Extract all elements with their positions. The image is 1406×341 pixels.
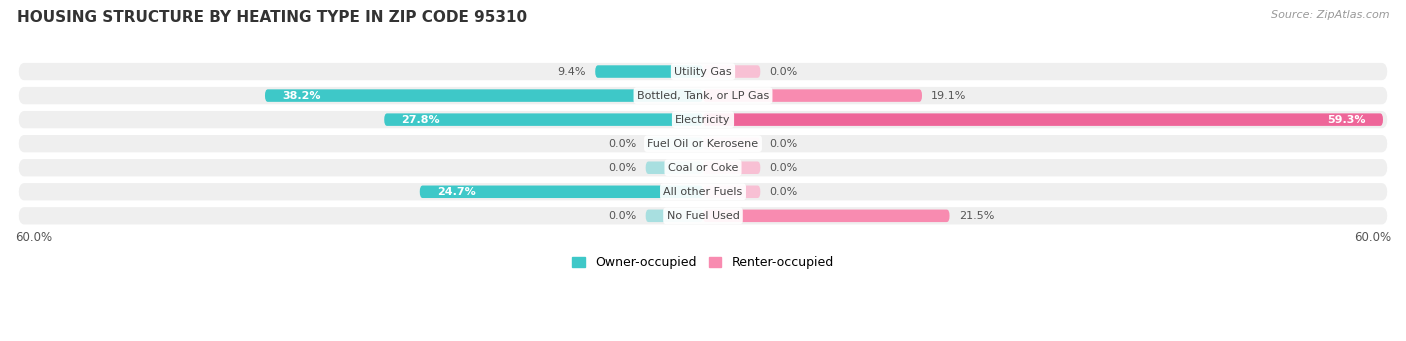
FancyBboxPatch shape — [645, 162, 703, 174]
FancyBboxPatch shape — [384, 114, 703, 126]
FancyBboxPatch shape — [18, 159, 1388, 176]
FancyBboxPatch shape — [703, 137, 761, 150]
Text: 60.0%: 60.0% — [15, 231, 52, 244]
Text: Source: ZipAtlas.com: Source: ZipAtlas.com — [1271, 10, 1389, 20]
Text: 9.4%: 9.4% — [558, 66, 586, 76]
FancyBboxPatch shape — [420, 186, 703, 198]
FancyBboxPatch shape — [18, 63, 1388, 80]
Text: 0.0%: 0.0% — [609, 139, 637, 149]
Text: 60.0%: 60.0% — [1354, 231, 1391, 244]
Text: Coal or Coke: Coal or Coke — [668, 163, 738, 173]
FancyBboxPatch shape — [703, 186, 761, 198]
Text: 21.5%: 21.5% — [959, 211, 994, 221]
Text: Fuel Oil or Kerosene: Fuel Oil or Kerosene — [647, 139, 759, 149]
Text: 24.7%: 24.7% — [437, 187, 475, 197]
FancyBboxPatch shape — [645, 137, 703, 150]
FancyBboxPatch shape — [703, 210, 949, 222]
FancyBboxPatch shape — [595, 65, 703, 78]
Text: No Fuel Used: No Fuel Used — [666, 211, 740, 221]
FancyBboxPatch shape — [18, 207, 1388, 224]
Text: 0.0%: 0.0% — [769, 187, 797, 197]
FancyBboxPatch shape — [703, 65, 761, 78]
FancyBboxPatch shape — [18, 111, 1388, 128]
FancyBboxPatch shape — [264, 89, 703, 102]
Text: All other Fuels: All other Fuels — [664, 187, 742, 197]
FancyBboxPatch shape — [703, 114, 1384, 126]
FancyBboxPatch shape — [703, 162, 761, 174]
Text: 19.1%: 19.1% — [931, 91, 966, 101]
Text: 0.0%: 0.0% — [609, 163, 637, 173]
Text: 0.0%: 0.0% — [769, 66, 797, 76]
Text: 0.0%: 0.0% — [609, 211, 637, 221]
FancyBboxPatch shape — [645, 210, 703, 222]
FancyBboxPatch shape — [703, 89, 922, 102]
FancyBboxPatch shape — [18, 87, 1388, 104]
Text: 27.8%: 27.8% — [402, 115, 440, 125]
Text: Bottled, Tank, or LP Gas: Bottled, Tank, or LP Gas — [637, 91, 769, 101]
FancyBboxPatch shape — [18, 135, 1388, 152]
Legend: Owner-occupied, Renter-occupied: Owner-occupied, Renter-occupied — [568, 251, 838, 275]
Text: 0.0%: 0.0% — [769, 163, 797, 173]
Text: Utility Gas: Utility Gas — [675, 66, 731, 76]
Text: 59.3%: 59.3% — [1327, 115, 1365, 125]
Text: 38.2%: 38.2% — [283, 91, 321, 101]
Text: HOUSING STRUCTURE BY HEATING TYPE IN ZIP CODE 95310: HOUSING STRUCTURE BY HEATING TYPE IN ZIP… — [17, 10, 527, 25]
Text: 0.0%: 0.0% — [769, 139, 797, 149]
FancyBboxPatch shape — [18, 183, 1388, 201]
Text: Electricity: Electricity — [675, 115, 731, 125]
